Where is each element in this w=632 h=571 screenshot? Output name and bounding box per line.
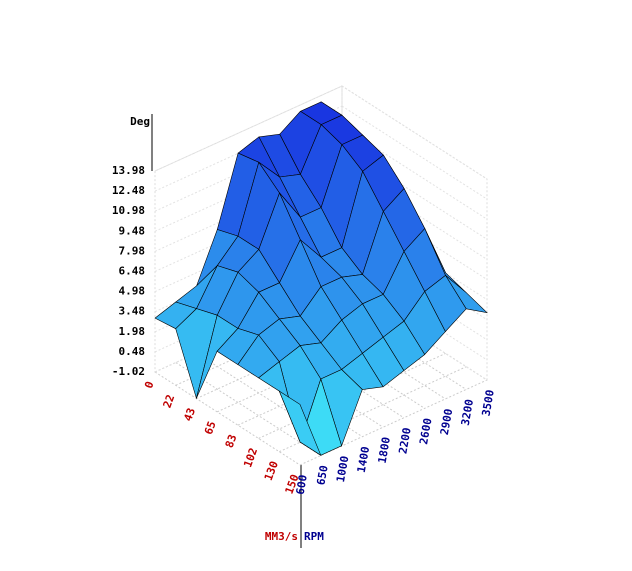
y-tick-label: 2900 <box>438 408 455 436</box>
z-tick-label: 6.48 <box>119 265 146 278</box>
z-tick-label: 10.98 <box>112 204 145 217</box>
x-tick-label: 130 <box>262 459 281 482</box>
y-tick-label: 600 <box>294 474 310 496</box>
x-tick-label: 102 <box>241 446 260 469</box>
y-tick-label: 2200 <box>396 427 413 455</box>
z-tick-label: 4.98 <box>119 285 146 298</box>
y-tick-label: 1800 <box>376 436 393 464</box>
z-tick-label: 13.98 <box>112 164 145 177</box>
y-tick-label: 2600 <box>417 417 434 445</box>
z-grid-line <box>341 85 488 180</box>
y-tick-label: 3500 <box>480 389 497 417</box>
x-tick-label: 22 <box>161 393 178 410</box>
y-tick-label: 650 <box>314 464 330 486</box>
x-tick-label: 83 <box>223 433 240 450</box>
z-tick-label: 1.98 <box>119 325 146 338</box>
z-tick-label: 3.48 <box>119 305 146 318</box>
z-tick-label: 0.48 <box>119 345 146 358</box>
x-tick-label: 150 <box>283 473 302 496</box>
z-axis-label: Deg <box>130 115 150 128</box>
floor-grid <box>196 352 342 447</box>
floor-grid <box>154 371 301 466</box>
y-tick-label: 1400 <box>355 445 372 473</box>
y-tick-label: 3200 <box>459 398 476 426</box>
y-axis-label: RPM <box>304 530 324 543</box>
x-tick-label: 65 <box>202 419 219 436</box>
z-tick-label: 12.48 <box>112 184 145 197</box>
z-tick-label: 7.98 <box>119 244 146 257</box>
z-tick-label: -1.02 <box>112 365 145 378</box>
z-tick-label: 9.48 <box>119 224 146 237</box>
y-tick-label: 1000 <box>334 455 351 483</box>
z-grid-line <box>341 105 488 200</box>
x-tick-label: 43 <box>181 406 198 423</box>
surface-cell <box>278 390 322 457</box>
x-axis-label: MM3/s <box>265 530 298 543</box>
x-tick-label: 0 <box>142 380 156 391</box>
